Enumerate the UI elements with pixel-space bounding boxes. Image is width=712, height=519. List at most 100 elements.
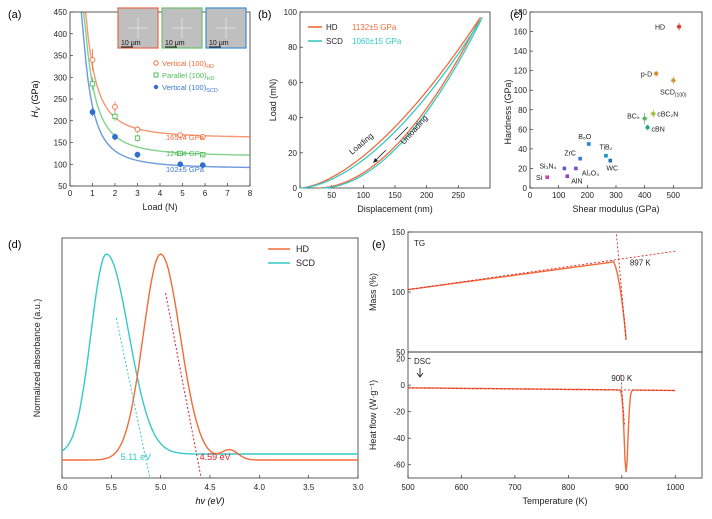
dsc-baseline-tangent — [407, 387, 676, 391]
x-tick-label-b: 250 — [452, 191, 466, 200]
y-tick-label-c: 140 — [514, 47, 528, 56]
point-label-text: Si — [536, 175, 543, 182]
legend-name: Parallel (100) — [162, 71, 207, 80]
point-label-sub: (100) — [675, 92, 687, 98]
x-tick-label-a: 5 — [180, 189, 185, 198]
point-label: Al₂O₃ — [582, 170, 599, 177]
plot-frame-d — [61, 237, 359, 479]
y-tick-label-c: 160 — [514, 28, 528, 37]
fit-curve — [80, 11, 250, 169]
point-label: BC₅ — [627, 114, 640, 121]
data-point — [586, 142, 591, 146]
legend-name: Vertical (100) — [162, 83, 207, 92]
y-tick-label-c: 80 — [518, 106, 527, 115]
y-axis-label-a: HV (GPa) — [30, 80, 42, 117]
fit-curve — [81, 11, 250, 138]
legend-sub: SCD — [206, 88, 218, 94]
y-axis-label-d: Normalized absorbance (a.u.) — [32, 299, 42, 418]
point-label: WC — [606, 166, 618, 173]
y-tick-label-c: 180 — [514, 8, 528, 17]
panel-label-d: (d) — [8, 239, 21, 251]
y-tick-label-a: 50 — [58, 182, 67, 191]
panel-label-c: (c) — [510, 9, 523, 21]
y-tick-label-e-bottom: -40 — [393, 434, 405, 443]
unloading-curve — [317, 19, 480, 189]
y-tick-label-a: 350 — [54, 52, 68, 61]
y-axis-label-italic: H — [30, 111, 40, 118]
legend-name: HD — [296, 244, 309, 254]
y-tick-label-b: 100 — [284, 8, 298, 17]
x-tick-label-e: 600 — [455, 483, 469, 492]
hd-tangent-line — [165, 292, 202, 479]
x-tick-label-b: 100 — [357, 191, 371, 200]
loading-curve — [299, 16, 483, 189]
y-tick-label-a: 150 — [54, 139, 68, 148]
y-tick-label-e-bottom: -60 — [393, 461, 405, 470]
x-tick-label-b: 150 — [388, 191, 402, 200]
point-label-text: cBC₂N — [657, 112, 678, 119]
tg-curve — [407, 260, 627, 340]
data-point — [200, 152, 206, 158]
legend-sub: HD — [207, 76, 215, 82]
data-point — [134, 126, 141, 133]
scd-edge-label: 5.11 eV — [121, 452, 151, 462]
data-point — [562, 166, 567, 171]
data-point — [112, 133, 118, 140]
x-tick-label-a: 0 — [68, 189, 73, 198]
y-tick-label-b: 60 — [288, 78, 297, 87]
fit-curve — [81, 11, 251, 156]
x-tick-label-d: 5.5 — [106, 483, 118, 492]
data-point — [645, 125, 650, 130]
point-label-text: cBN — [652, 126, 665, 133]
panel-d-absorbance: (d) 6.0 5.5 5.0 4.5 4.0 3.5 3.0 hv (eV) Normaliz… — [8, 237, 364, 506]
panel-label-a: (a) — [8, 9, 21, 21]
plot-frame-e-bottom — [407, 351, 703, 479]
point-label: cBC₂N — [657, 112, 678, 119]
y-tick-label-c: 0 — [523, 184, 528, 193]
point-label: AlN — [571, 178, 582, 185]
point-label-text: p-D — [641, 72, 652, 79]
x-axis-label-d: hv (eV) — [195, 496, 224, 506]
data-point — [89, 56, 96, 63]
legend-name: HD — [326, 23, 338, 32]
data-point — [89, 109, 96, 115]
loading-curve — [299, 16, 482, 189]
point-label-text: B₆O — [578, 134, 591, 141]
x-tick-label-e: 700 — [508, 483, 522, 492]
legend-name: SCD — [326, 37, 343, 46]
x-tick-label-a: 6 — [203, 189, 208, 198]
data-point — [654, 71, 658, 76]
point-label-text: BC₅ — [627, 114, 640, 121]
x-tick-label-c: 100 — [552, 191, 566, 200]
hd-edge-label: 4.59 eV — [200, 452, 231, 462]
data-point — [177, 132, 184, 138]
inset-scale-label: 10 μm — [121, 40, 141, 47]
x-tick-label-d: 4.0 — [254, 483, 266, 492]
x-tick-label-a: 2 — [113, 189, 118, 198]
x-tick-label-d: 3.5 — [303, 483, 315, 492]
x-tick-label-e: 800 — [562, 483, 576, 492]
legend-marker — [153, 60, 159, 66]
legend-entry: Vertical (100)SCD — [162, 83, 218, 94]
point-label: TiB₂ — [599, 145, 612, 152]
legend-entry: Vertical (100)HD — [162, 59, 214, 70]
loading-annotation: Loading — [348, 131, 376, 156]
y-tick-label-e-bottom: 20 — [396, 355, 405, 364]
data-point — [677, 24, 681, 29]
y-tick-label-c: 120 — [514, 67, 528, 76]
plot-frame-e-top — [407, 231, 703, 353]
y-tick-label-e-bottom: -20 — [393, 408, 405, 417]
scd-absorbance-curve — [61, 253, 358, 455]
y-axis-label-rest: (GPa) — [30, 80, 40, 107]
point-label: cBN — [652, 126, 665, 133]
hd-absorbance-curve — [62, 253, 358, 461]
inset-scale-label: 10 μm — [165, 40, 185, 47]
tg-onset-annotation: 897 K — [630, 259, 652, 268]
legend-value: 1060±15 GPa — [352, 37, 402, 46]
data-point — [199, 162, 206, 169]
x-tick-label-c: 0 — [528, 191, 533, 200]
point-label: B₆O — [578, 134, 591, 141]
point-label-text: TiB₂ — [599, 145, 612, 152]
x-tick-label-d: 6.0 — [56, 483, 68, 492]
